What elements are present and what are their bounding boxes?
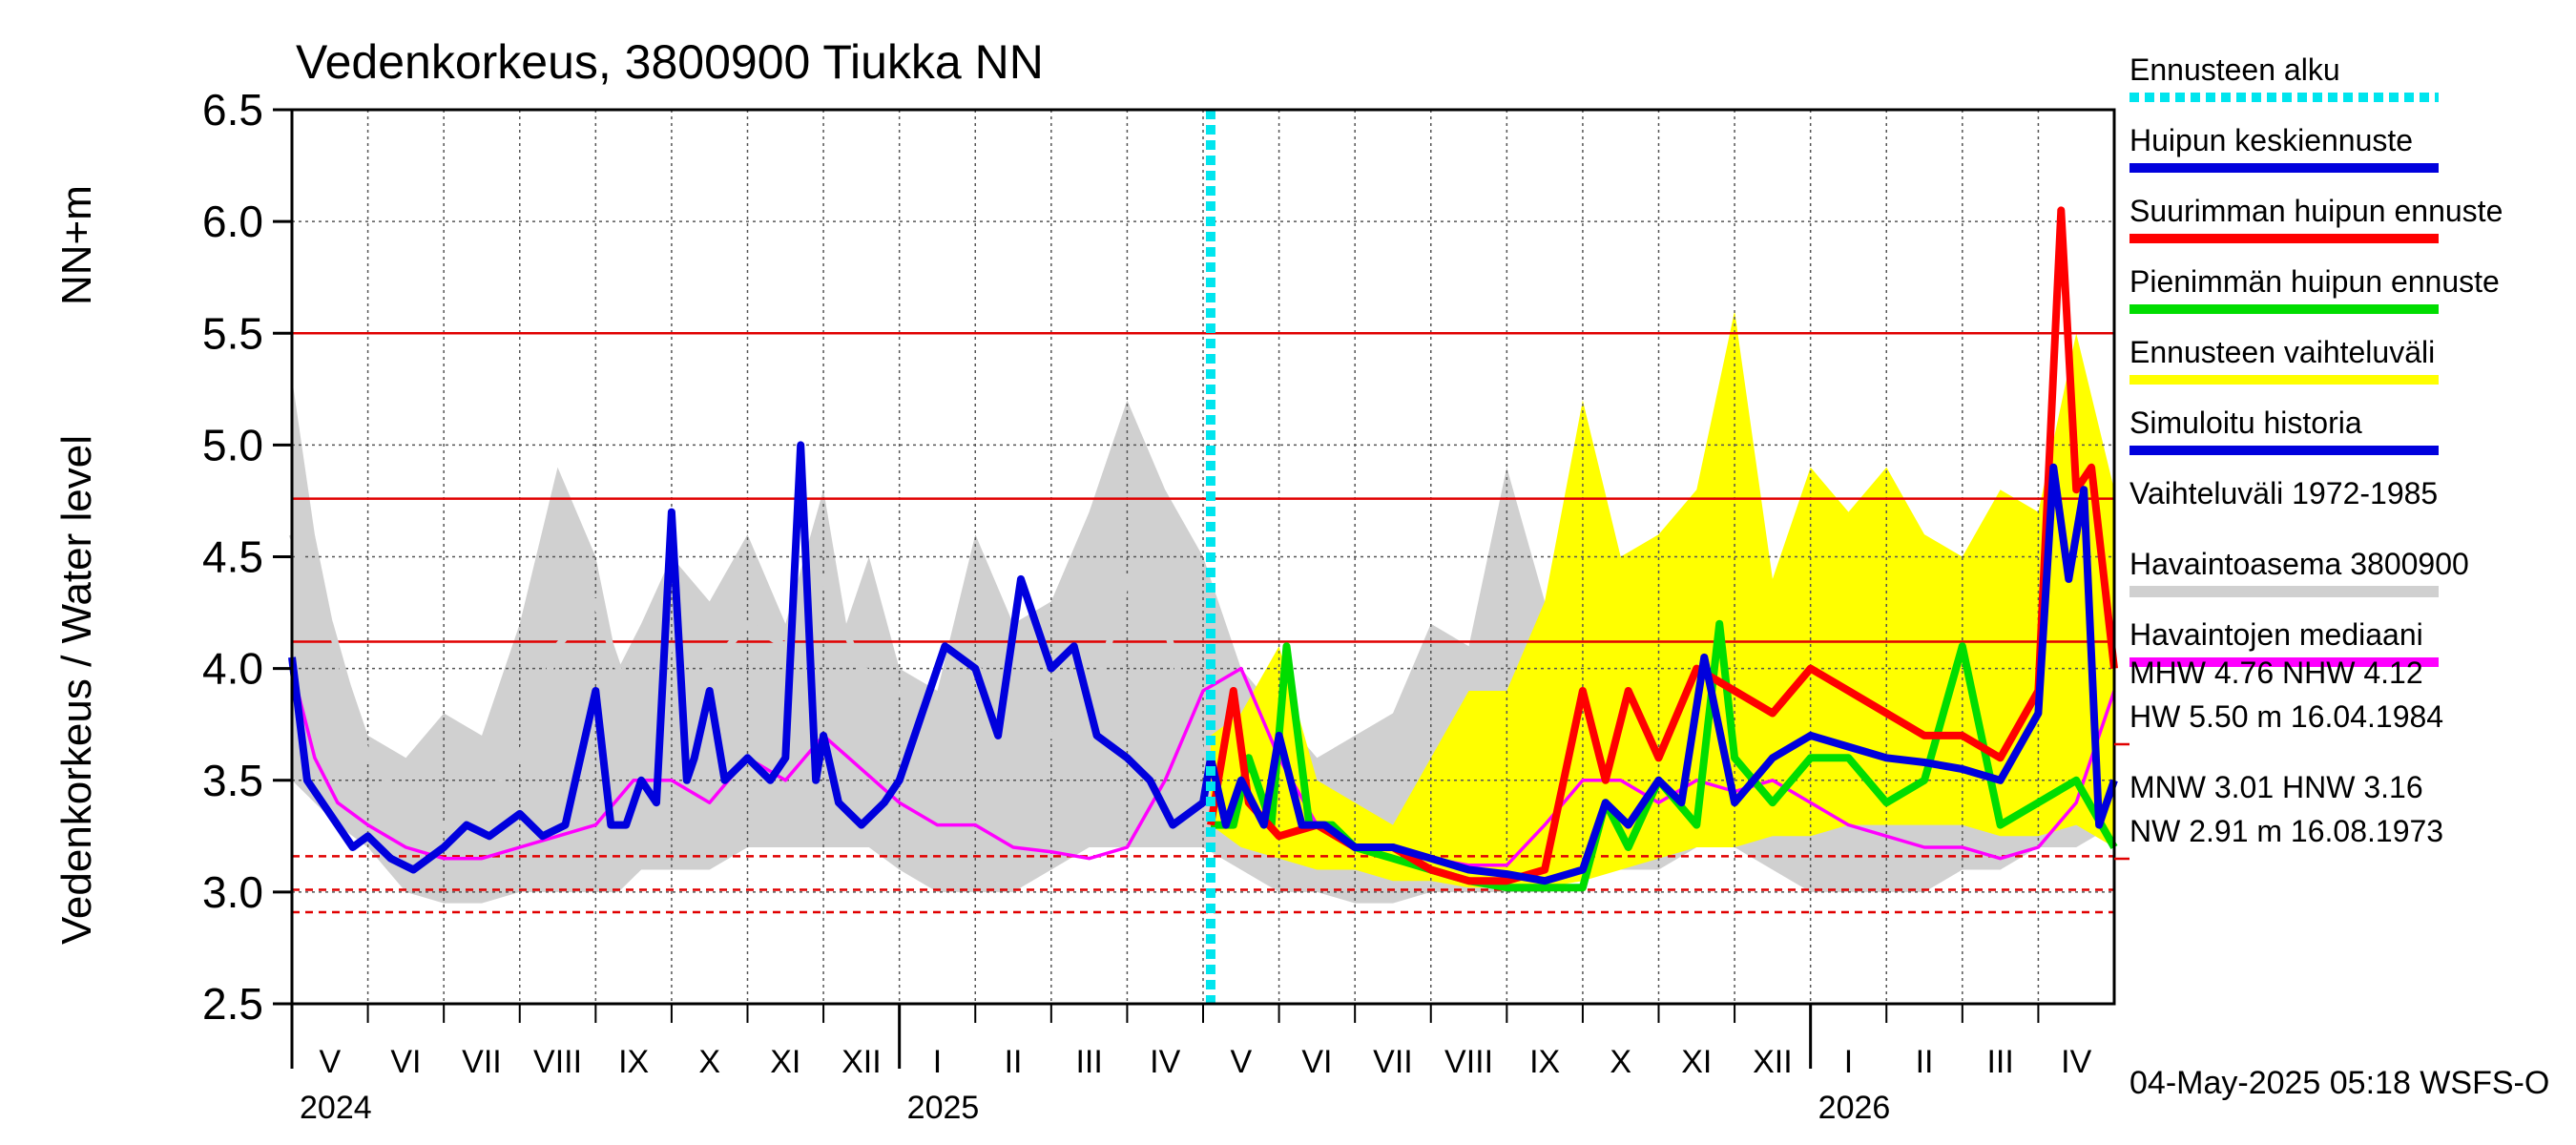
year-label: 2024 <box>300 1090 372 1126</box>
month-label: V <box>319 1044 341 1080</box>
month-label: IV <box>1150 1044 1180 1080</box>
month-label: IV <box>2061 1044 2091 1080</box>
month-label: XII <box>841 1044 882 1080</box>
stat-line: NW 2.91 m 16.08.1973 <box>2129 814 2443 848</box>
series-line <box>288 532 1207 829</box>
month-label: VII <box>462 1044 502 1080</box>
month-label: I <box>1844 1044 1853 1080</box>
month-label: IX <box>1529 1044 1560 1080</box>
legend: Ennusteen alku Huipun keskiennuste Suurimm… <box>2129 52 2503 667</box>
month-label: VII <box>1373 1044 1413 1080</box>
legend-label: Ennusteen vaihteluväli <box>2129 335 2435 369</box>
month-label: I <box>933 1044 942 1080</box>
legend-label: Pienimmän huipun ennuste <box>2129 264 2500 299</box>
month-label: XI <box>1681 1044 1712 1080</box>
month-label: II <box>1005 1044 1023 1080</box>
series-line <box>290 666 2116 867</box>
legend-label: Huipun keskiennuste <box>2129 123 2413 157</box>
series-line <box>1207 463 2118 885</box>
legend-label: Vaihteluväli 1972-1985 <box>2129 476 2438 510</box>
y-tick-label: 3.0 <box>202 867 263 917</box>
month-label: X <box>698 1044 720 1080</box>
month-label: V <box>1230 1044 1252 1080</box>
series-line <box>1211 619 2118 892</box>
month-label: III <box>1075 1044 1102 1080</box>
year-label: 2025 <box>907 1090 980 1126</box>
legend-label: Havaintojen mediaani <box>2129 617 2423 652</box>
month-label: VI <box>1301 1044 1332 1080</box>
y-tick-label: 2.5 <box>202 979 263 1029</box>
y-tick-label: 5.5 <box>202 308 263 358</box>
y-axis-label: Vedenkorkeus / Water level <box>53 435 100 945</box>
legend-label: Havaintoasema 3800900 <box>2129 547 2469 581</box>
month-label: VIII <box>533 1044 582 1080</box>
month-label: VI <box>390 1044 421 1080</box>
month-label: IX <box>618 1044 649 1080</box>
legend-label: Ennusteen alku <box>2129 52 2340 87</box>
stat-line: HW 5.50 m 16.04.1984 <box>2129 699 2443 734</box>
stat-line: MNW 3.01 HNW 3.16 <box>2129 770 2423 804</box>
y-tick-label: 6.0 <box>202 197 263 246</box>
month-label: XI <box>770 1044 800 1080</box>
legend-label: Simuloitu historia <box>2129 406 2362 440</box>
axes: 6.56.05.55.04.54.03.53.02.5V VI VII VIII IX X… <box>202 85 2092 1126</box>
chart-title: Vedenkorkeus, 3800900 Tiukka NN <box>296 35 1044 89</box>
month-label: XII <box>1753 1044 1793 1080</box>
y-tick-label: 4.0 <box>202 644 263 694</box>
statistics: MHW 4.76 NHW 4.12 HW 5.50 m 16.04.1984 MNW… <box>2114 656 2443 861</box>
stat-line: MHW 4.76 NHW 4.12 <box>2129 656 2423 690</box>
timestamp: 04-May-2025 05:18 WSFS-O <box>2129 1065 2549 1101</box>
y-axis-unit: NN+m <box>53 185 100 305</box>
y-tick-label: 6.5 <box>202 85 263 135</box>
month-label: X <box>1610 1044 1631 1080</box>
year-label: 2026 <box>1818 1090 1891 1126</box>
y-tick-label: 5.0 <box>202 420 263 469</box>
y-tick-label: 4.5 <box>202 532 263 582</box>
forecast-range-band <box>1211 310 2114 888</box>
month-label: VIII <box>1444 1044 1493 1080</box>
month-label: II <box>1916 1044 1934 1080</box>
plot-area <box>288 110 2118 1004</box>
month-label: III <box>1986 1044 2013 1080</box>
series-line <box>288 441 1215 874</box>
y-tick-label: 3.5 <box>202 756 263 805</box>
legend-label: Suurimman huipun ennuste <box>2129 194 2503 228</box>
